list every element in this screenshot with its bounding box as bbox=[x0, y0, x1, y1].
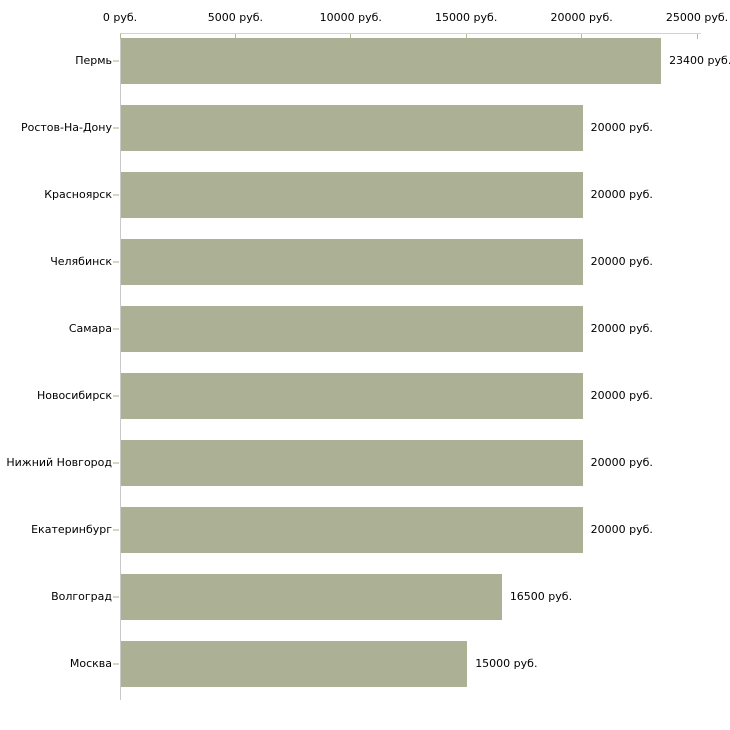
y-axis-tick bbox=[113, 529, 119, 531]
x-axis-tick bbox=[350, 34, 352, 39]
x-axis-line bbox=[120, 33, 701, 34]
value-label: 20000 руб. bbox=[590, 121, 653, 134]
bar bbox=[121, 306, 583, 352]
y-axis-tick bbox=[113, 596, 119, 598]
category-label: Волгоград bbox=[51, 590, 112, 603]
bar bbox=[121, 574, 502, 620]
x-axis-tick bbox=[234, 34, 236, 39]
y-axis-tick bbox=[113, 194, 119, 196]
bar bbox=[121, 239, 583, 285]
value-label: 16500 руб. bbox=[509, 590, 573, 603]
y-axis-line bbox=[120, 33, 121, 700]
category-label: Красноярск bbox=[44, 188, 112, 201]
y-axis-tick bbox=[113, 60, 119, 62]
bar bbox=[121, 507, 583, 553]
x-axis-tick bbox=[465, 34, 467, 39]
bar bbox=[121, 373, 583, 419]
x-axis-tick-label: 15000 руб. bbox=[435, 11, 498, 24]
x-axis-tick-label: 20000 руб. bbox=[550, 11, 613, 24]
y-axis-tick bbox=[113, 127, 119, 129]
category-label: Новосибирск bbox=[36, 389, 112, 402]
bar bbox=[121, 38, 662, 84]
category-label: Пермь bbox=[75, 54, 112, 67]
bar bbox=[121, 641, 468, 687]
y-axis-tick bbox=[113, 261, 119, 263]
y-axis-tick bbox=[113, 663, 119, 665]
x-axis-tick-label: 5000 руб. bbox=[207, 11, 264, 24]
value-label: 20000 руб. bbox=[590, 389, 653, 402]
x-axis-tick-label: 25000 руб. bbox=[665, 11, 729, 24]
value-label: 20000 руб. bbox=[590, 188, 653, 201]
bar bbox=[121, 172, 583, 218]
y-axis-tick bbox=[113, 328, 119, 330]
category-label: Екатеринбург bbox=[31, 523, 112, 536]
category-label: Челябинск bbox=[50, 255, 112, 268]
value-label: 20000 руб. bbox=[590, 322, 653, 335]
bar bbox=[121, 440, 583, 486]
y-axis-tick bbox=[113, 462, 119, 464]
category-label: Самара bbox=[68, 322, 112, 335]
x-axis-tick-label: 10000 руб. bbox=[319, 11, 382, 24]
value-label: 23400 руб. bbox=[669, 54, 730, 67]
category-label: Ростов-На-Дону bbox=[20, 121, 112, 134]
category-label: Нижний Новгород bbox=[6, 456, 112, 469]
x-axis-tick bbox=[696, 34, 698, 39]
x-axis-tick bbox=[581, 34, 583, 39]
x-axis-tick-label: 0 руб. bbox=[102, 11, 138, 24]
value-label: 15000 руб. bbox=[475, 657, 538, 670]
value-label: 20000 руб. bbox=[590, 255, 653, 268]
category-label: Москва bbox=[69, 657, 112, 670]
x-axis-tick bbox=[119, 34, 121, 39]
value-label: 20000 руб. bbox=[590, 523, 653, 536]
y-axis-tick bbox=[113, 395, 119, 397]
value-label: 20000 руб. bbox=[590, 456, 653, 469]
bar bbox=[121, 105, 583, 151]
